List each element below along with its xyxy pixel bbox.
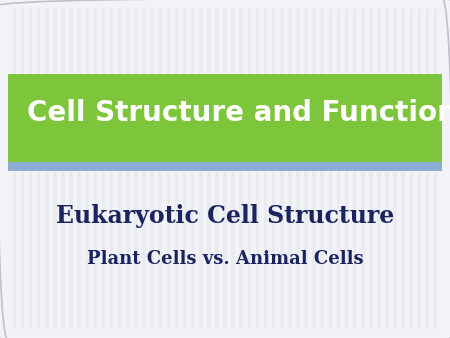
- Bar: [61, 9, 65, 329]
- Bar: [94, 9, 97, 329]
- Text: Plant Cells vs. Animal Cells: Plant Cells vs. Animal Cells: [87, 249, 363, 268]
- Bar: [231, 9, 235, 329]
- Bar: [175, 9, 178, 329]
- Bar: [8, 74, 442, 162]
- Text: Eukaryotic Cell Structure: Eukaryotic Cell Structure: [56, 204, 394, 228]
- Bar: [37, 9, 40, 329]
- Bar: [264, 9, 267, 329]
- Bar: [126, 9, 130, 329]
- Bar: [248, 9, 251, 329]
- Bar: [345, 9, 348, 329]
- Bar: [239, 9, 243, 329]
- Bar: [418, 9, 421, 329]
- Bar: [353, 9, 356, 329]
- Bar: [29, 9, 32, 329]
- Bar: [272, 9, 275, 329]
- Bar: [312, 9, 316, 329]
- Bar: [328, 9, 332, 329]
- Bar: [393, 9, 397, 329]
- Bar: [118, 9, 122, 329]
- Bar: [191, 9, 194, 329]
- Bar: [410, 9, 413, 329]
- Bar: [110, 9, 113, 329]
- Bar: [215, 9, 219, 329]
- Bar: [434, 9, 437, 329]
- Bar: [377, 9, 381, 329]
- Bar: [102, 9, 105, 329]
- Bar: [158, 9, 162, 329]
- Bar: [288, 9, 292, 329]
- Bar: [183, 9, 186, 329]
- Bar: [304, 9, 308, 329]
- Bar: [199, 9, 202, 329]
- Bar: [69, 9, 73, 329]
- Text: Cell Structure and Function: Cell Structure and Function: [27, 99, 450, 127]
- Bar: [320, 9, 324, 329]
- Bar: [280, 9, 284, 329]
- Bar: [296, 9, 300, 329]
- Bar: [77, 9, 81, 329]
- Bar: [207, 9, 211, 329]
- Bar: [8, 162, 442, 171]
- Bar: [401, 9, 405, 329]
- Bar: [337, 9, 340, 329]
- Bar: [361, 9, 365, 329]
- Bar: [53, 9, 57, 329]
- Bar: [426, 9, 429, 329]
- Bar: [369, 9, 373, 329]
- Bar: [150, 9, 154, 329]
- Bar: [86, 9, 89, 329]
- Bar: [13, 9, 16, 329]
- Bar: [21, 9, 24, 329]
- Bar: [134, 9, 138, 329]
- Bar: [142, 9, 146, 329]
- Bar: [385, 9, 389, 329]
- Bar: [166, 9, 170, 329]
- Bar: [256, 9, 259, 329]
- Bar: [223, 9, 227, 329]
- Bar: [45, 9, 49, 329]
